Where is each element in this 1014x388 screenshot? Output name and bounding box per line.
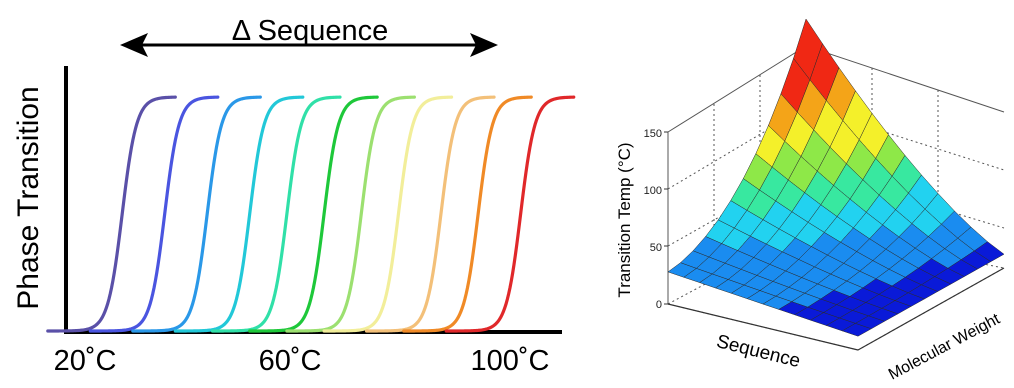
z-tick-150: 150 <box>644 128 662 140</box>
y-axis-label: Phase Transition <box>12 86 45 309</box>
x-tick-20: 20˚C <box>54 345 117 377</box>
x-tick-100: 100˚C <box>471 345 550 377</box>
phase-curves <box>46 95 576 333</box>
z-tick-100: 100 <box>644 185 662 197</box>
curve-1 <box>46 95 177 333</box>
y-axis-label-mw: Molecular Weight <box>886 310 1003 383</box>
x-axis-label: Sequence <box>714 331 802 372</box>
x-tick-60: 60˚C <box>259 345 322 377</box>
curve-7 <box>285 95 416 333</box>
curve-9 <box>364 95 496 333</box>
z-ticks: 0 50 100 150 <box>644 128 662 311</box>
z-axis-label: Transition Temp (°C) <box>615 142 634 297</box>
curve-6 <box>248 95 379 333</box>
curve-3 <box>131 95 262 333</box>
delta-sequence-arrow <box>120 33 498 57</box>
z-tick-0: 0 <box>656 299 662 311</box>
z-tick-50: 50 <box>650 242 662 254</box>
curve-5 <box>210 95 342 333</box>
curve-11 <box>444 95 576 333</box>
transition-temp-surface-chart: 0 50 100 150 Transition Temp (°C) Sequen… <box>615 18 1005 384</box>
curve-8 <box>322 95 454 333</box>
surface-cell <box>841 323 872 337</box>
curve-10 <box>402 95 533 333</box>
curve-4 <box>173 95 305 333</box>
surface-mesh <box>667 18 1005 337</box>
chart-title: Δ Sequence <box>232 15 388 47</box>
curve-2 <box>88 95 220 333</box>
phase-transition-chart: Δ Sequence Phase Transition 20˚C 60˚C 10… <box>12 15 576 377</box>
front-axes <box>667 267 1005 351</box>
